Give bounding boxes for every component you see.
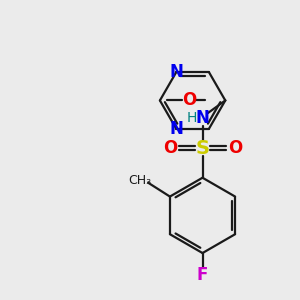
Text: O: O <box>228 139 242 157</box>
Text: O: O <box>182 92 197 110</box>
Text: H: H <box>186 111 197 125</box>
Text: CH₃: CH₃ <box>129 174 152 187</box>
Text: O: O <box>163 139 177 157</box>
Text: S: S <box>196 139 209 158</box>
Text: N: N <box>196 109 209 127</box>
Text: N: N <box>169 63 183 81</box>
Text: N: N <box>169 120 183 138</box>
Text: F: F <box>197 266 208 284</box>
